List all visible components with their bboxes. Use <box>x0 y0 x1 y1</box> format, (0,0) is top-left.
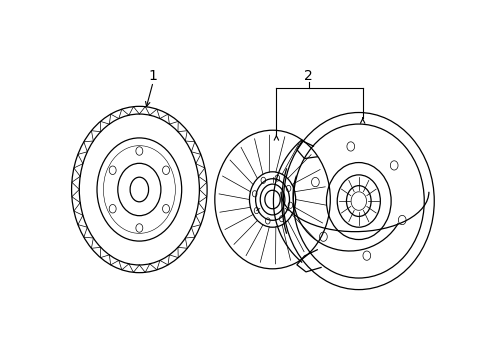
Text: 2: 2 <box>304 68 312 82</box>
Text: 1: 1 <box>148 68 157 82</box>
